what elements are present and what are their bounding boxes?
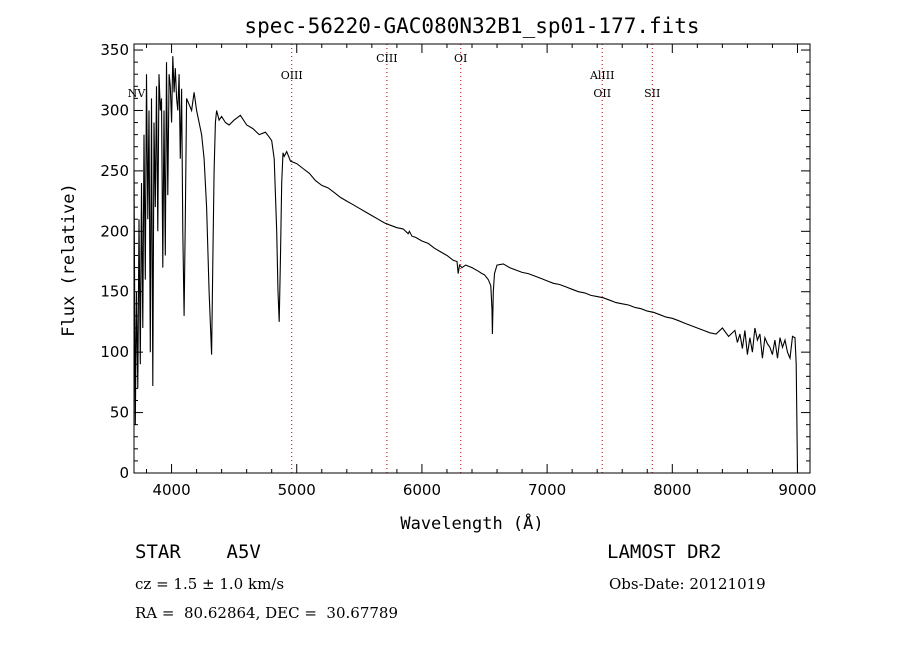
y-tick-label: 350 [100,41,129,59]
spectrum-chart: spec-56220-GAC080N32B1_sp01-177.fits NV O… [59,14,817,534]
marker-lines [291,44,653,473]
y-tick-label: 300 [100,101,129,119]
object-class: STAR A5V [135,541,261,563]
x-tick-label: 5000 [278,481,316,499]
obs-date: Obs-Date: 20121019 [609,575,766,593]
line-label: SII [644,87,660,100]
plot-frame [133,43,811,474]
x-axis-label: Wavelength (Å) [400,512,543,534]
line-label: OI [454,52,467,65]
x-tick-label: 4000 [152,481,190,499]
y-axis-label: Flux (relative) [59,183,79,337]
coordinates: RA = 80.62864, DEC = 30.67789 [135,604,399,622]
line-label: NV [128,87,147,100]
ticks: 4000 5000 6000 7000 8000 9000 0 50 100 150 200 250 3… [100,41,816,499]
x-tick-label: 7000 [528,481,566,499]
y-tick-label: 200 [100,222,129,240]
line-label: AlIII [589,69,615,82]
chart-title: spec-56220-GAC080N32B1_sp01-177.fits [244,14,699,38]
y-tick-label: 100 [100,343,129,361]
spectrum-line [133,56,799,474]
survey-name: LAMOST DR2 [607,541,722,563]
line-labels: NV OIII CIII OI AlIII OII SII [128,52,661,100]
x-tick-label: 9000 [778,481,816,499]
x-tick-label: 8000 [653,481,691,499]
y-tick-label: 0 [119,464,129,482]
redshift-text: cz = 1.5 ± 1.0 km/s [135,575,285,593]
axes [133,43,811,474]
x-tick-label: 6000 [403,481,441,499]
line-label: CIII [376,52,397,65]
y-tick-label: 250 [100,162,129,180]
line-label: OIII [281,69,303,82]
line-label: OII [593,87,611,100]
y-tick-label: 150 [100,283,129,301]
y-tick-label: 50 [110,404,129,422]
